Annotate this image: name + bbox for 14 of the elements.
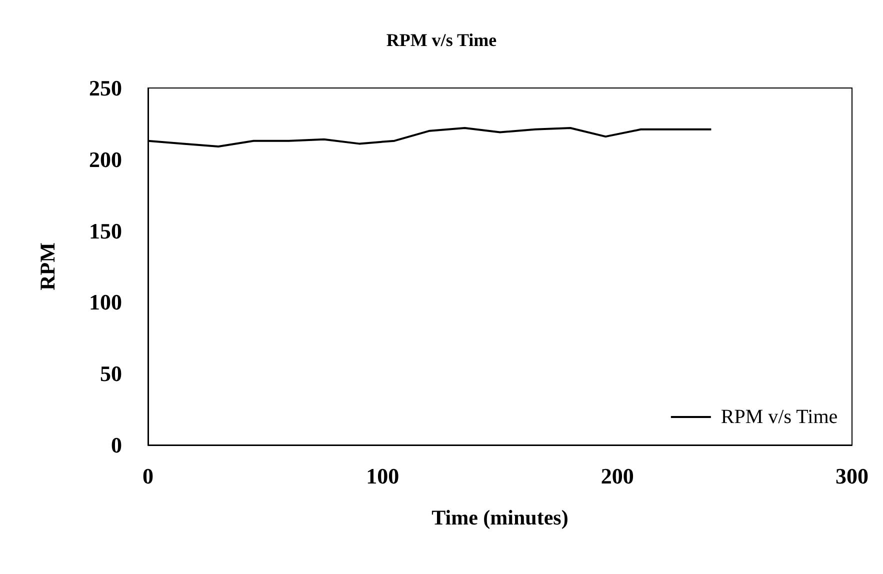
x-tick-label: 0 [142,464,154,488]
chart-title: RPM v/s Time [386,30,497,50]
legend-label: RPM v/s Time [720,406,838,428]
y-axis-title: RPM [36,242,60,290]
y-tick-label: 0 [111,432,122,458]
y-tick-label: 150 [89,218,122,244]
y-tick-label: 250 [89,76,122,100]
x-tick-label: 200 [600,464,634,488]
y-tick-label: 50 [100,361,122,386]
y-tick-label: 100 [89,290,122,315]
x-axis-title: Time (minutes) [432,506,568,530]
x-tick-label: 100 [366,464,400,488]
x-tick-label: 300 [836,464,868,488]
y-tick-label: 200 [89,146,122,172]
